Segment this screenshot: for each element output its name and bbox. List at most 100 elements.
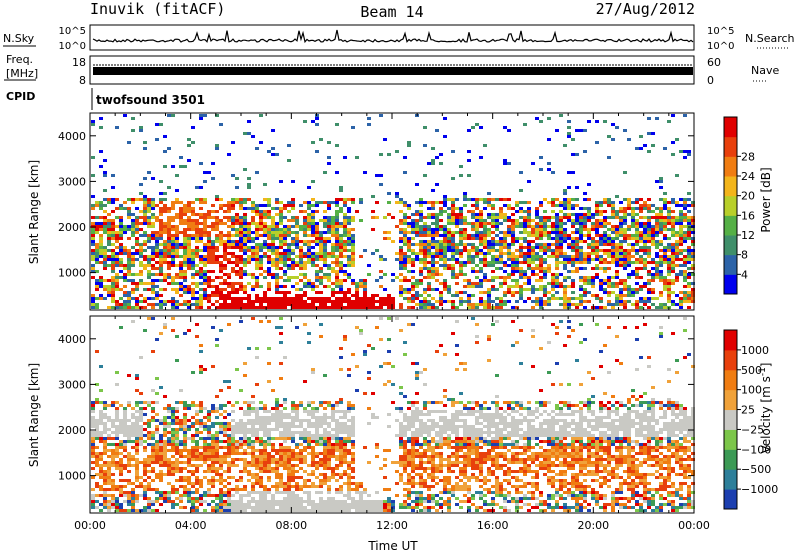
range-gate-cell xyxy=(179,282,183,285)
range-gate-cell xyxy=(131,252,135,255)
range-gate-cell xyxy=(531,306,535,309)
range-gate-cell xyxy=(115,126,119,129)
range-gate-cell xyxy=(255,264,259,267)
range-gate-cell xyxy=(167,231,171,234)
range-gate-cell xyxy=(247,410,251,413)
range-gate-cell xyxy=(563,255,567,258)
range-gate-cell xyxy=(255,306,259,309)
range-gate-cell xyxy=(459,234,463,237)
range-gate-cell xyxy=(339,300,343,303)
range-gate-cell xyxy=(147,225,151,228)
range-gate-cell xyxy=(139,198,143,201)
range-gate-cell xyxy=(103,476,107,479)
range-gate-cell xyxy=(295,216,299,219)
range-gate-cell xyxy=(131,482,135,485)
range-gate-cell xyxy=(547,297,551,300)
range-gate-cell xyxy=(479,216,483,219)
range-gate-cell xyxy=(319,291,323,294)
range-gate-cell xyxy=(359,297,363,300)
range-gate-cell xyxy=(179,497,183,500)
range-gate-cell xyxy=(527,213,531,216)
range-gate-cell xyxy=(323,303,327,306)
range-gate-cell xyxy=(211,240,215,243)
range-gate-cell xyxy=(203,416,207,419)
range-gate-cell xyxy=(191,213,195,216)
range-gate-cell xyxy=(263,243,267,246)
range-gate-cell xyxy=(199,213,203,216)
range-gate-cell xyxy=(607,204,611,207)
range-gate-cell xyxy=(303,201,307,204)
range-gate-cell xyxy=(159,231,163,234)
range-gate-cell xyxy=(103,219,107,222)
range-gate-cell xyxy=(451,201,455,204)
range-gate-cell xyxy=(419,201,423,204)
range-gate-cell xyxy=(107,234,111,237)
range-gate-cell xyxy=(131,509,135,512)
range-gate-cell xyxy=(571,261,575,264)
range-gate-cell xyxy=(407,231,411,234)
range-gate-cell xyxy=(315,297,319,300)
range-gate-cell xyxy=(127,255,131,258)
range-gate-cell xyxy=(99,240,103,243)
range-gate-cell xyxy=(375,216,379,219)
range-gate-cell xyxy=(179,452,183,455)
range-gate-cell xyxy=(519,246,523,249)
range-gate-cell xyxy=(507,162,511,165)
range-gate-cell xyxy=(251,285,255,288)
range-gate-cell xyxy=(239,419,243,422)
range-gate-cell xyxy=(511,255,515,258)
range-gate-cell xyxy=(275,198,279,201)
range-gate-cell xyxy=(271,407,275,410)
range-gate-cell xyxy=(159,237,163,240)
range-gate-cell xyxy=(279,267,283,270)
range-gate-cell xyxy=(255,464,259,467)
range-gate-cell xyxy=(591,213,595,216)
range-gate-cell xyxy=(175,243,179,246)
range-gate-cell xyxy=(151,273,155,276)
range-gate-cell xyxy=(379,174,383,177)
range-gate-cell xyxy=(163,135,167,138)
range-gate-cell xyxy=(479,237,483,240)
range-gate-cell xyxy=(479,282,483,285)
range-gate-cell xyxy=(323,231,327,234)
range-gate-cell xyxy=(339,234,343,237)
range-gate-cell xyxy=(435,300,439,303)
range-gate-cell xyxy=(543,234,547,237)
range-gate-cell xyxy=(115,288,119,291)
range-gate-cell xyxy=(131,231,135,234)
range-gate-cell xyxy=(323,300,327,303)
range-gate-cell xyxy=(163,323,167,326)
range-gate-cell xyxy=(155,392,159,395)
range-gate-cell xyxy=(179,213,183,216)
range-gate-cell xyxy=(147,464,151,467)
range-gate-cell xyxy=(615,216,619,219)
range-gate-cell xyxy=(611,303,615,306)
range-gate-cell xyxy=(131,273,135,276)
range-gate-cell xyxy=(555,219,559,222)
range-gate-cell xyxy=(143,267,147,270)
range-gate-cell xyxy=(127,452,131,455)
range-gate-cell xyxy=(175,273,179,276)
range-gate-cell xyxy=(527,210,531,213)
range-gate-cell xyxy=(163,452,167,455)
range-gate-cell xyxy=(127,479,131,482)
range-gate-cell xyxy=(567,255,571,258)
range-gate-cell xyxy=(411,294,415,297)
range-gate-cell xyxy=(139,482,143,485)
range-gate-cell xyxy=(563,252,567,255)
range-gate-cell xyxy=(195,270,199,273)
range-gate-cell xyxy=(431,237,435,240)
range-gate-cell xyxy=(539,237,543,240)
range-gate-cell xyxy=(111,497,115,500)
range-gate-cell xyxy=(191,201,195,204)
range-gate-cell xyxy=(655,270,659,273)
range-gate-cell xyxy=(183,434,187,437)
range-gate-cell xyxy=(507,234,511,237)
range-gate-cell xyxy=(571,204,575,207)
range-gate-cell xyxy=(311,231,315,234)
range-gate-cell xyxy=(551,288,555,291)
range-gate-cell xyxy=(275,401,279,404)
range-gate-cell xyxy=(303,282,307,285)
range-gate-cell xyxy=(243,485,247,488)
range-gate-cell xyxy=(155,488,159,491)
